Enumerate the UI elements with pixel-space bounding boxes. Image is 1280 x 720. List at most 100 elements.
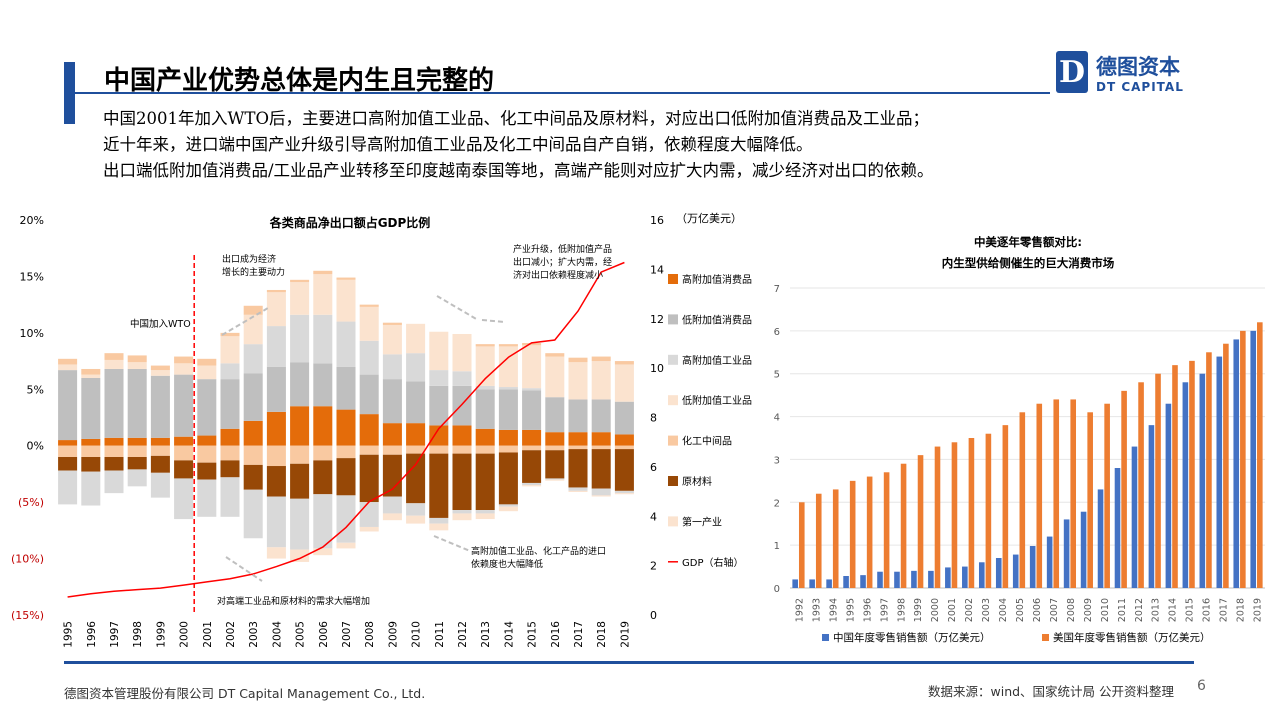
page-title: 中国产业优势总体是内生且完整的	[104, 66, 495, 96]
chart-title: 各类商品净出口额占GDP比例	[269, 215, 431, 230]
bar-segment	[290, 406, 310, 446]
bar-segment	[382, 496, 402, 514]
footer-company: 德图资本管理股份有限公司 DT Capital Management Co., …	[64, 686, 426, 701]
bar-segment	[266, 466, 286, 497]
bar-segment	[591, 399, 611, 433]
bar-segment	[313, 406, 333, 446]
bar-segment	[290, 445, 310, 464]
bar-segment	[545, 353, 565, 357]
bar-segment	[522, 343, 542, 346]
bar-segment	[452, 445, 472, 454]
us-bar	[883, 472, 890, 588]
bar-segment	[81, 374, 101, 378]
bar-segment	[406, 445, 426, 454]
legend-label: 原材料	[682, 475, 712, 488]
bar-segment	[522, 450, 542, 483]
x-tick-label: 2016	[1202, 598, 1213, 622]
annotation-arrow	[481, 319, 506, 323]
bar-segment	[313, 494, 333, 549]
logo-mark-letter: D	[1058, 55, 1085, 90]
bar-segment	[359, 374, 379, 415]
page-number: 6	[1197, 678, 1206, 694]
bar-segment	[104, 445, 124, 457]
bar-segment	[475, 346, 495, 386]
bar-segment	[290, 279, 310, 283]
bar-segment	[313, 363, 333, 407]
body-line: 中国2001年加入WTO后，主要进口高附加值工业品、化工中间品及原材料，对应出口…	[103, 109, 929, 128]
y2-tick-label: 12	[650, 313, 664, 326]
x-tick-label: 1995	[63, 621, 75, 648]
y-tick-label: 20%	[20, 214, 44, 227]
us-bar	[1087, 412, 1093, 588]
us-bar	[917, 455, 924, 588]
annotation-import-dependency: 依赖度也大幅降低	[471, 558, 543, 570]
us-bar	[1104, 403, 1110, 588]
bar-segment	[429, 425, 449, 446]
x-tick-label: 1992	[794, 598, 805, 622]
bar-segment	[127, 355, 147, 363]
bar-segment	[150, 370, 170, 376]
bar-segment	[174, 460, 194, 479]
right-axis-unit: （万亿美元）	[676, 212, 742, 225]
legend-swatch	[668, 395, 678, 406]
china-bar	[1233, 339, 1240, 588]
bar-segment	[545, 432, 565, 446]
legend-swatch	[668, 435, 678, 446]
china-bar	[1216, 356, 1223, 588]
bar-segment	[266, 292, 286, 327]
china-bar	[1046, 536, 1053, 588]
bar-segment	[104, 457, 124, 471]
bar-segment	[359, 414, 379, 446]
legend-label: 低附加值消费品	[682, 313, 752, 326]
us-bar	[815, 493, 822, 588]
us-bar	[951, 442, 958, 588]
x-tick-label: 1994	[828, 598, 839, 622]
y-tick-label: 10%	[20, 327, 44, 340]
us-bar	[832, 489, 839, 588]
china-bar	[1012, 554, 1019, 588]
bar-segment	[197, 365, 217, 380]
china-bar	[928, 570, 934, 588]
bar-segment	[336, 277, 356, 280]
bar-segment	[174, 478, 194, 520]
x-tick-label: 2003	[981, 598, 992, 622]
bar-segment	[359, 445, 379, 455]
bar-segment	[614, 445, 634, 450]
bar-segment	[58, 364, 78, 371]
bar-segment	[174, 374, 194, 437]
bar-segment	[104, 470, 124, 494]
bar-segment	[522, 445, 542, 451]
body-text: 中国2001年加入WTO后，主要进口高附加值工业品、化工中间品及原材料，对应出口…	[103, 106, 934, 184]
bar-segment	[243, 420, 263, 446]
us-bar	[1240, 330, 1246, 588]
bar-segment	[359, 304, 379, 307]
bar-segment	[498, 429, 518, 446]
x-tick-label: 2003	[248, 621, 260, 648]
x-tick-label: 2015	[527, 621, 539, 648]
x-tick-label: 2007	[341, 621, 353, 648]
bar-segment	[382, 454, 402, 497]
y2-tick-label: 2	[650, 560, 657, 573]
bar-segment	[266, 366, 286, 412]
bar-segment	[522, 482, 542, 486]
china-bar	[962, 566, 968, 588]
x-tick-label: 2012	[1134, 598, 1145, 622]
bar-segment	[290, 362, 310, 407]
bar-segment	[359, 502, 379, 527]
us-bar	[1053, 399, 1060, 588]
bar-segment	[313, 445, 333, 461]
us-bar	[1002, 425, 1009, 588]
bar-segment	[336, 279, 356, 322]
bar-segment	[382, 354, 402, 380]
legend-label: GDP（右轴）	[682, 556, 743, 569]
legend-label: 高附加值消费品	[682, 273, 752, 286]
us-bar	[1070, 399, 1077, 588]
legend-label: 化工中间品	[682, 435, 732, 448]
bar-segment	[127, 469, 147, 487]
y-tick-label: 3	[774, 455, 780, 466]
x-tick-label: 2005	[1015, 598, 1026, 622]
bar-segment	[452, 333, 472, 372]
y-tick-label: 2	[774, 498, 780, 509]
bar-segment	[104, 368, 124, 438]
bar-segment	[220, 445, 240, 461]
